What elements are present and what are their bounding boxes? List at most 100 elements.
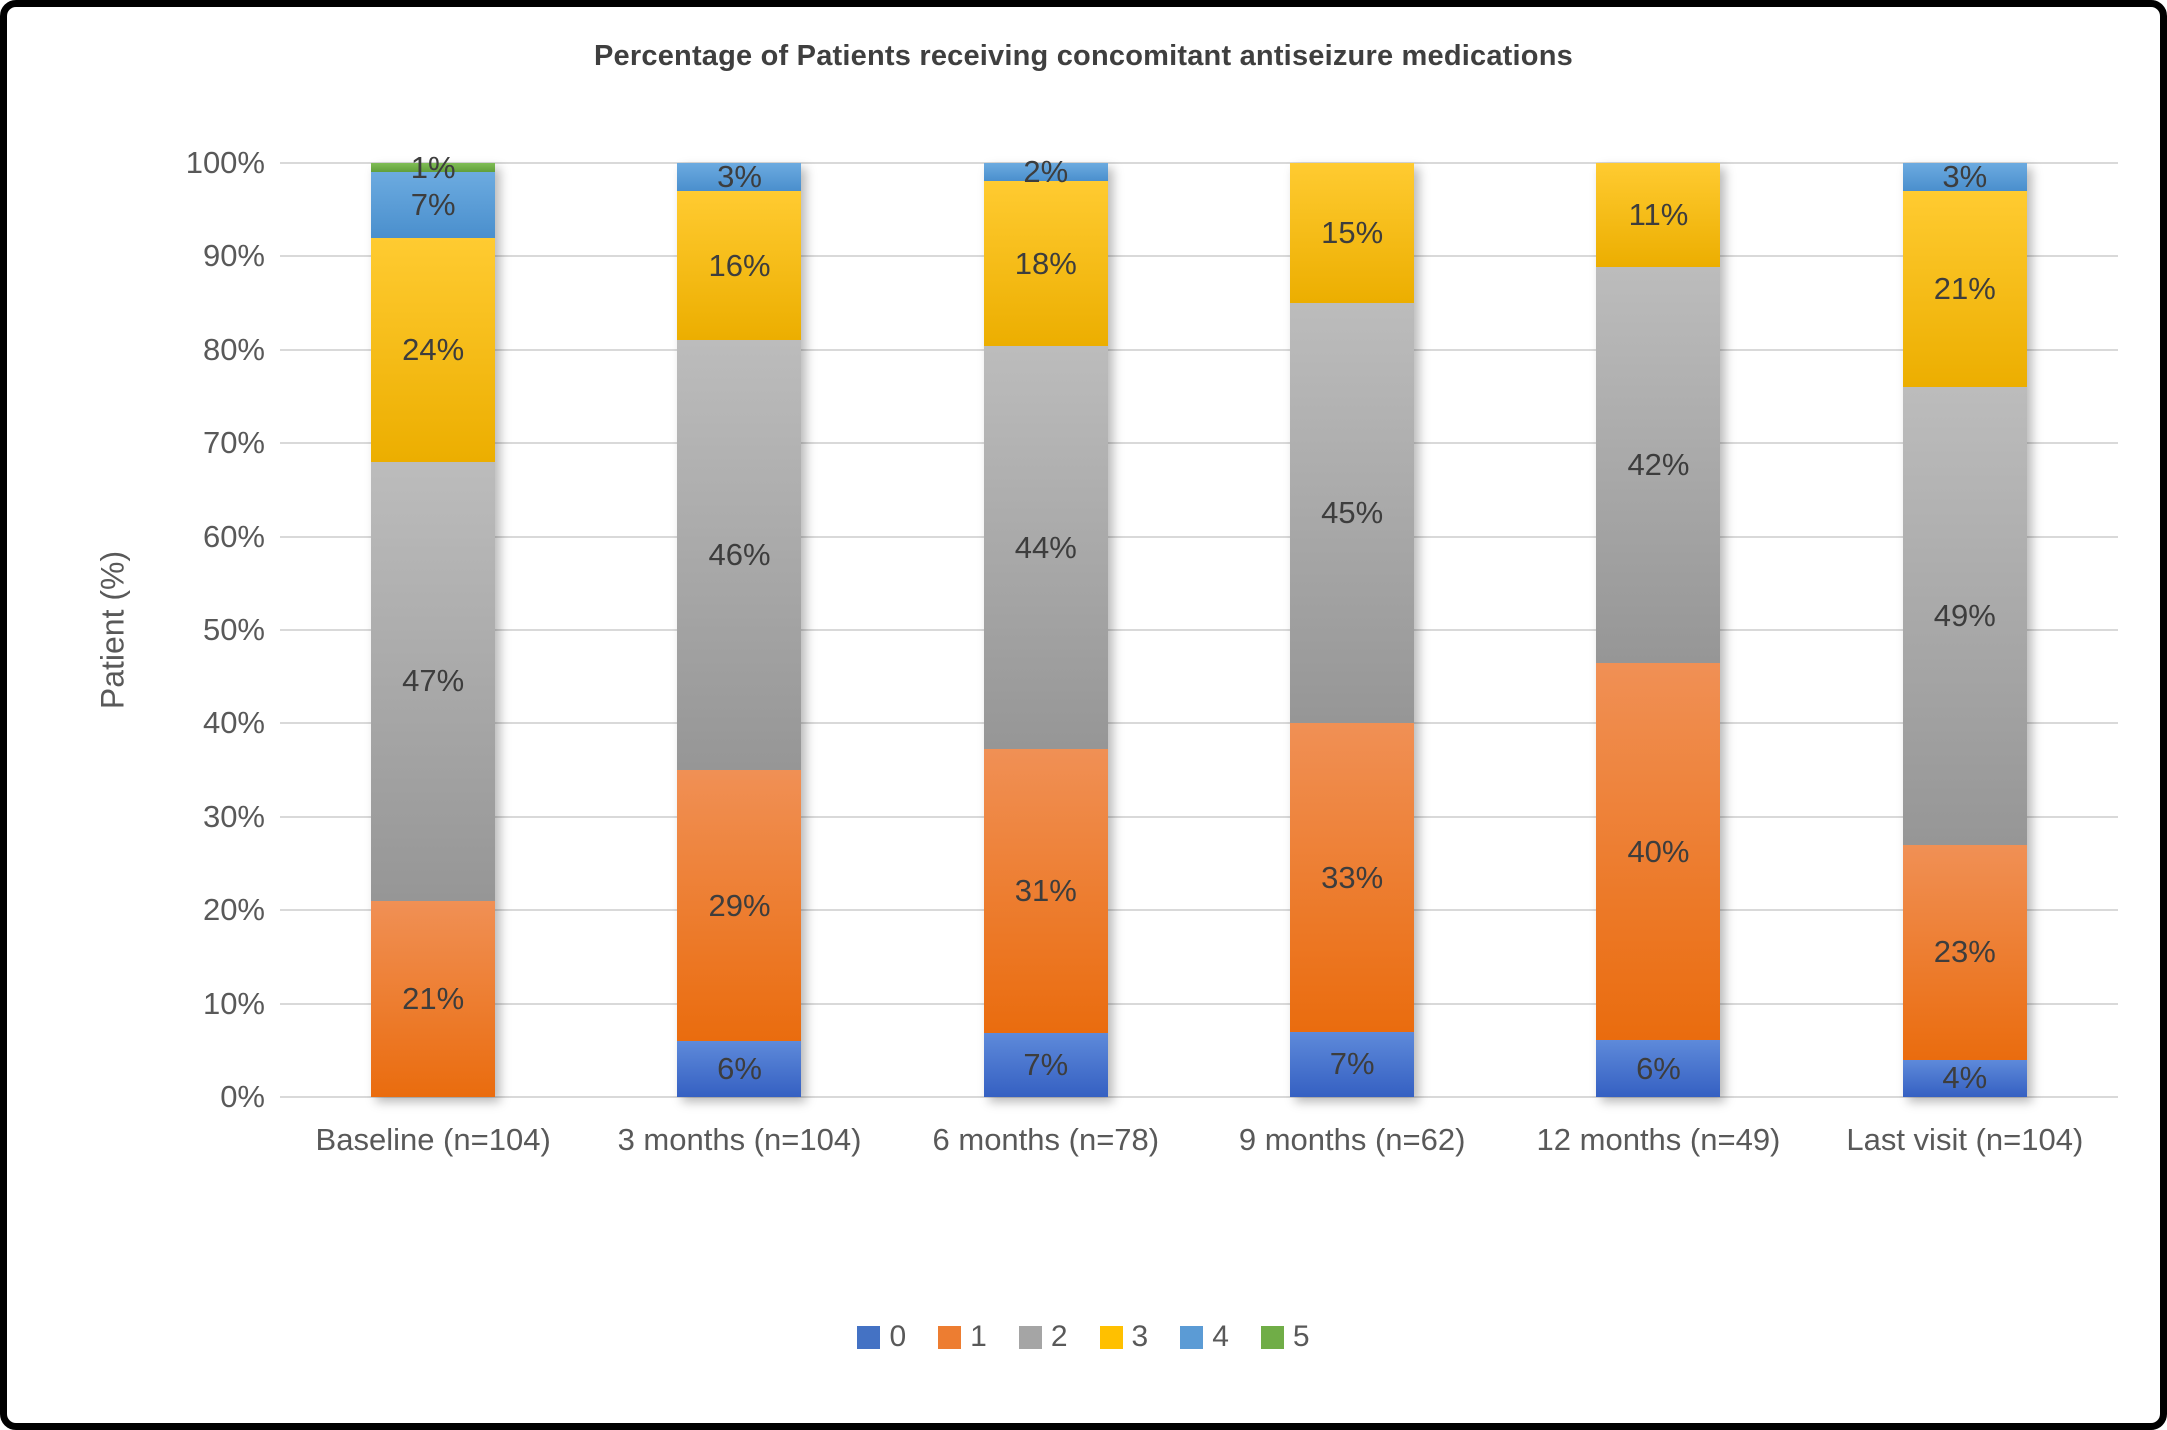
- bar-segment: 23%: [1902, 844, 2027, 1060]
- bar-column: 21% 47% 24% 7% 1%: [280, 150, 586, 1097]
- bar-column: 7% 33% 45% 15%: [1199, 163, 1505, 1097]
- x-axis-labels: Baseline (n=104) 3 months (n=104) 6 months…: [280, 1122, 2118, 1158]
- legend-label: 0: [889, 1320, 907, 1353]
- bar-segment-label: 15%: [1321, 215, 1384, 251]
- chart-title: Percentage of Patients receiving concomi…: [594, 40, 1573, 72]
- gridline: [280, 255, 2118, 258]
- bar-columns: 21% 47% 24% 7% 1% 6% 29% 46% 16% 3% 7% 31% 44% 18% 2% 7…: [280, 150, 2118, 1097]
- bar-segment-label: 6%: [717, 1050, 762, 1086]
- legend-label: 4: [1212, 1320, 1229, 1353]
- gridline: [280, 815, 2118, 818]
- bar-segment-label: 49%: [1933, 598, 1996, 633]
- stacked-bar: 21% 47% 24% 7% 1%: [371, 150, 496, 1097]
- y-tick-label: 30%: [202, 798, 265, 834]
- bar-segment-label: 3%: [717, 159, 762, 195]
- bar-column: 4% 23% 49% 21% 3%: [1812, 159, 2118, 1097]
- bar-segment-label: 21%: [1933, 271, 1996, 307]
- bar-segment: 6%: [677, 1040, 802, 1097]
- legend-item: 2: [1018, 1320, 1068, 1354]
- y-tick-label: 60%: [202, 518, 265, 554]
- bar-segment-label: 18%: [1014, 245, 1077, 281]
- bar-segment-label: 40%: [1627, 833, 1690, 869]
- legend-swatch-icon: [857, 1325, 881, 1349]
- y-tick-label: 70%: [202, 425, 265, 461]
- legend-label: 2: [1050, 1320, 1068, 1353]
- bar-segment-label: 33%: [1321, 859, 1384, 895]
- legend-swatch-icon: [938, 1325, 962, 1349]
- bar-segment-label: 21%: [402, 980, 465, 1016]
- legend-swatch-icon: [1180, 1325, 1204, 1349]
- bar-segment-label: 1%: [410, 149, 456, 185]
- legend-item: 4: [1180, 1320, 1229, 1354]
- y-tick-label: 40%: [202, 705, 265, 741]
- bar-segment-label: 29%: [708, 887, 771, 923]
- y-tick-label: 100%: [185, 145, 265, 180]
- legend-label: 1: [970, 1320, 987, 1353]
- y-tick-label: 20%: [202, 892, 265, 928]
- bar-segment-label: 23%: [1933, 934, 1996, 970]
- bar-segment: 7%: [371, 172, 496, 238]
- bar-segment: 1%: [371, 150, 496, 185]
- bar-segment: 2%: [983, 154, 1108, 189]
- bar-segment-label: 42%: [1627, 446, 1690, 482]
- legend-item: 5: [1260, 1320, 1310, 1354]
- bar-segment-label: 47%: [402, 663, 465, 699]
- bar-segment-label: 45%: [1321, 495, 1384, 531]
- bar-segment: 40%: [1596, 663, 1721, 1041]
- stacked-bar: 4% 23% 49% 21% 3%: [1902, 159, 2027, 1097]
- bar-segment-label: 7%: [1023, 1046, 1069, 1082]
- bar-segment: 47%: [371, 461, 496, 901]
- legend-swatch-icon: [1099, 1325, 1123, 1349]
- x-tick-label: Last visit (n=104): [1846, 1122, 2084, 1157]
- bar-segment: 46%: [677, 340, 802, 771]
- plot-area: 21% 47% 24% 7% 1% 6% 29% 46% 16% 3% 7% 31% 44% 18% 2% 7…: [280, 150, 2118, 1098]
- bar-segment: 21%: [1902, 191, 2027, 388]
- bar-segment: 49%: [1902, 387, 2027, 845]
- gridline: [280, 162, 2118, 164]
- bar-segment: 33%: [1290, 723, 1415, 1032]
- legend-label: 3: [1131, 1320, 1149, 1353]
- legend-label: 5: [1292, 1320, 1310, 1353]
- y-axis-ticks: 0% 10% 20% 30% 40% 50% 60% 70% 80% 90% 100%: [60, 147, 265, 1113]
- x-tick-label: 9 months (n=62): [1238, 1122, 1466, 1157]
- legend-swatch-icon: [1260, 1325, 1284, 1349]
- bar-segment: 44%: [983, 346, 1108, 750]
- x-tick-label: 6 months (n=78): [932, 1122, 1160, 1157]
- x-tick-label: 3 months (n=104): [617, 1122, 862, 1157]
- x-tick-label: 12 months (n=49): [1536, 1122, 1781, 1157]
- bar-segment: 42%: [1596, 266, 1721, 664]
- bar-segment-label: 3%: [1942, 159, 1988, 195]
- bar-segment-label: 31%: [1014, 872, 1077, 908]
- gridline: [280, 442, 2118, 445]
- bar-segment: 29%: [677, 770, 802, 1041]
- legend-swatch-icon: [1018, 1325, 1042, 1349]
- x-tick-label: Baseline (n=104): [315, 1122, 551, 1157]
- bar-segment: 31%: [983, 749, 1108, 1033]
- bar-segment: 4%: [1902, 1059, 2027, 1097]
- gridline: [280, 629, 2118, 631]
- bar-column: 6% 40% 42% 11%: [1505, 163, 1811, 1097]
- stacked-bar: 7% 31% 44% 18% 2%: [983, 154, 1108, 1097]
- bar-segment: 18%: [983, 181, 1108, 347]
- bar-segment-label: 24%: [402, 331, 465, 367]
- bar-segment-label: 46%: [708, 537, 771, 573]
- bar-segment: 45%: [1290, 303, 1415, 724]
- stacked-bar: 6% 29% 46% 16% 3%: [677, 159, 802, 1097]
- legend-item: 0: [857, 1320, 906, 1354]
- stacked-bar: 7% 33% 45% 15%: [1290, 163, 1415, 1097]
- gridline: [280, 1002, 2118, 1005]
- bar-segment-label: 7%: [410, 187, 456, 223]
- gridline: [280, 535, 2118, 538]
- bar-segment: 11%: [1596, 163, 1721, 267]
- y-tick-label: 90%: [202, 238, 265, 274]
- y-tick-label: 0%: [220, 1079, 265, 1114]
- y-tick-label: 50%: [202, 612, 265, 647]
- bar-segment-label: 2%: [1023, 154, 1069, 190]
- bar-column: 6% 29% 46% 16% 3%: [586, 159, 892, 1097]
- bar-segment-label: 6%: [1636, 1050, 1681, 1086]
- legend: 0 1 2 3 4 5: [0, 1320, 2167, 1354]
- bar-segment-label: 16%: [708, 247, 771, 283]
- bar-segment: 3%: [1902, 159, 2027, 194]
- gridline: [280, 348, 2118, 351]
- bar-segment: 6%: [1596, 1040, 1721, 1097]
